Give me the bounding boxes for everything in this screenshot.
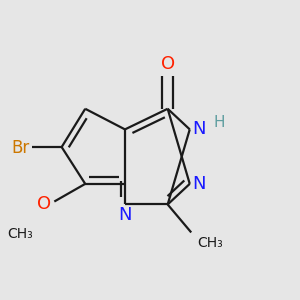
Text: N: N xyxy=(118,206,132,224)
Text: O: O xyxy=(160,56,175,74)
Text: H: H xyxy=(213,115,225,130)
Text: N: N xyxy=(192,120,206,138)
Text: N: N xyxy=(192,175,206,193)
Text: CH₃: CH₃ xyxy=(197,236,223,250)
Text: Br: Br xyxy=(11,139,29,157)
Text: O: O xyxy=(37,195,51,213)
Text: CH₃: CH₃ xyxy=(8,226,33,241)
